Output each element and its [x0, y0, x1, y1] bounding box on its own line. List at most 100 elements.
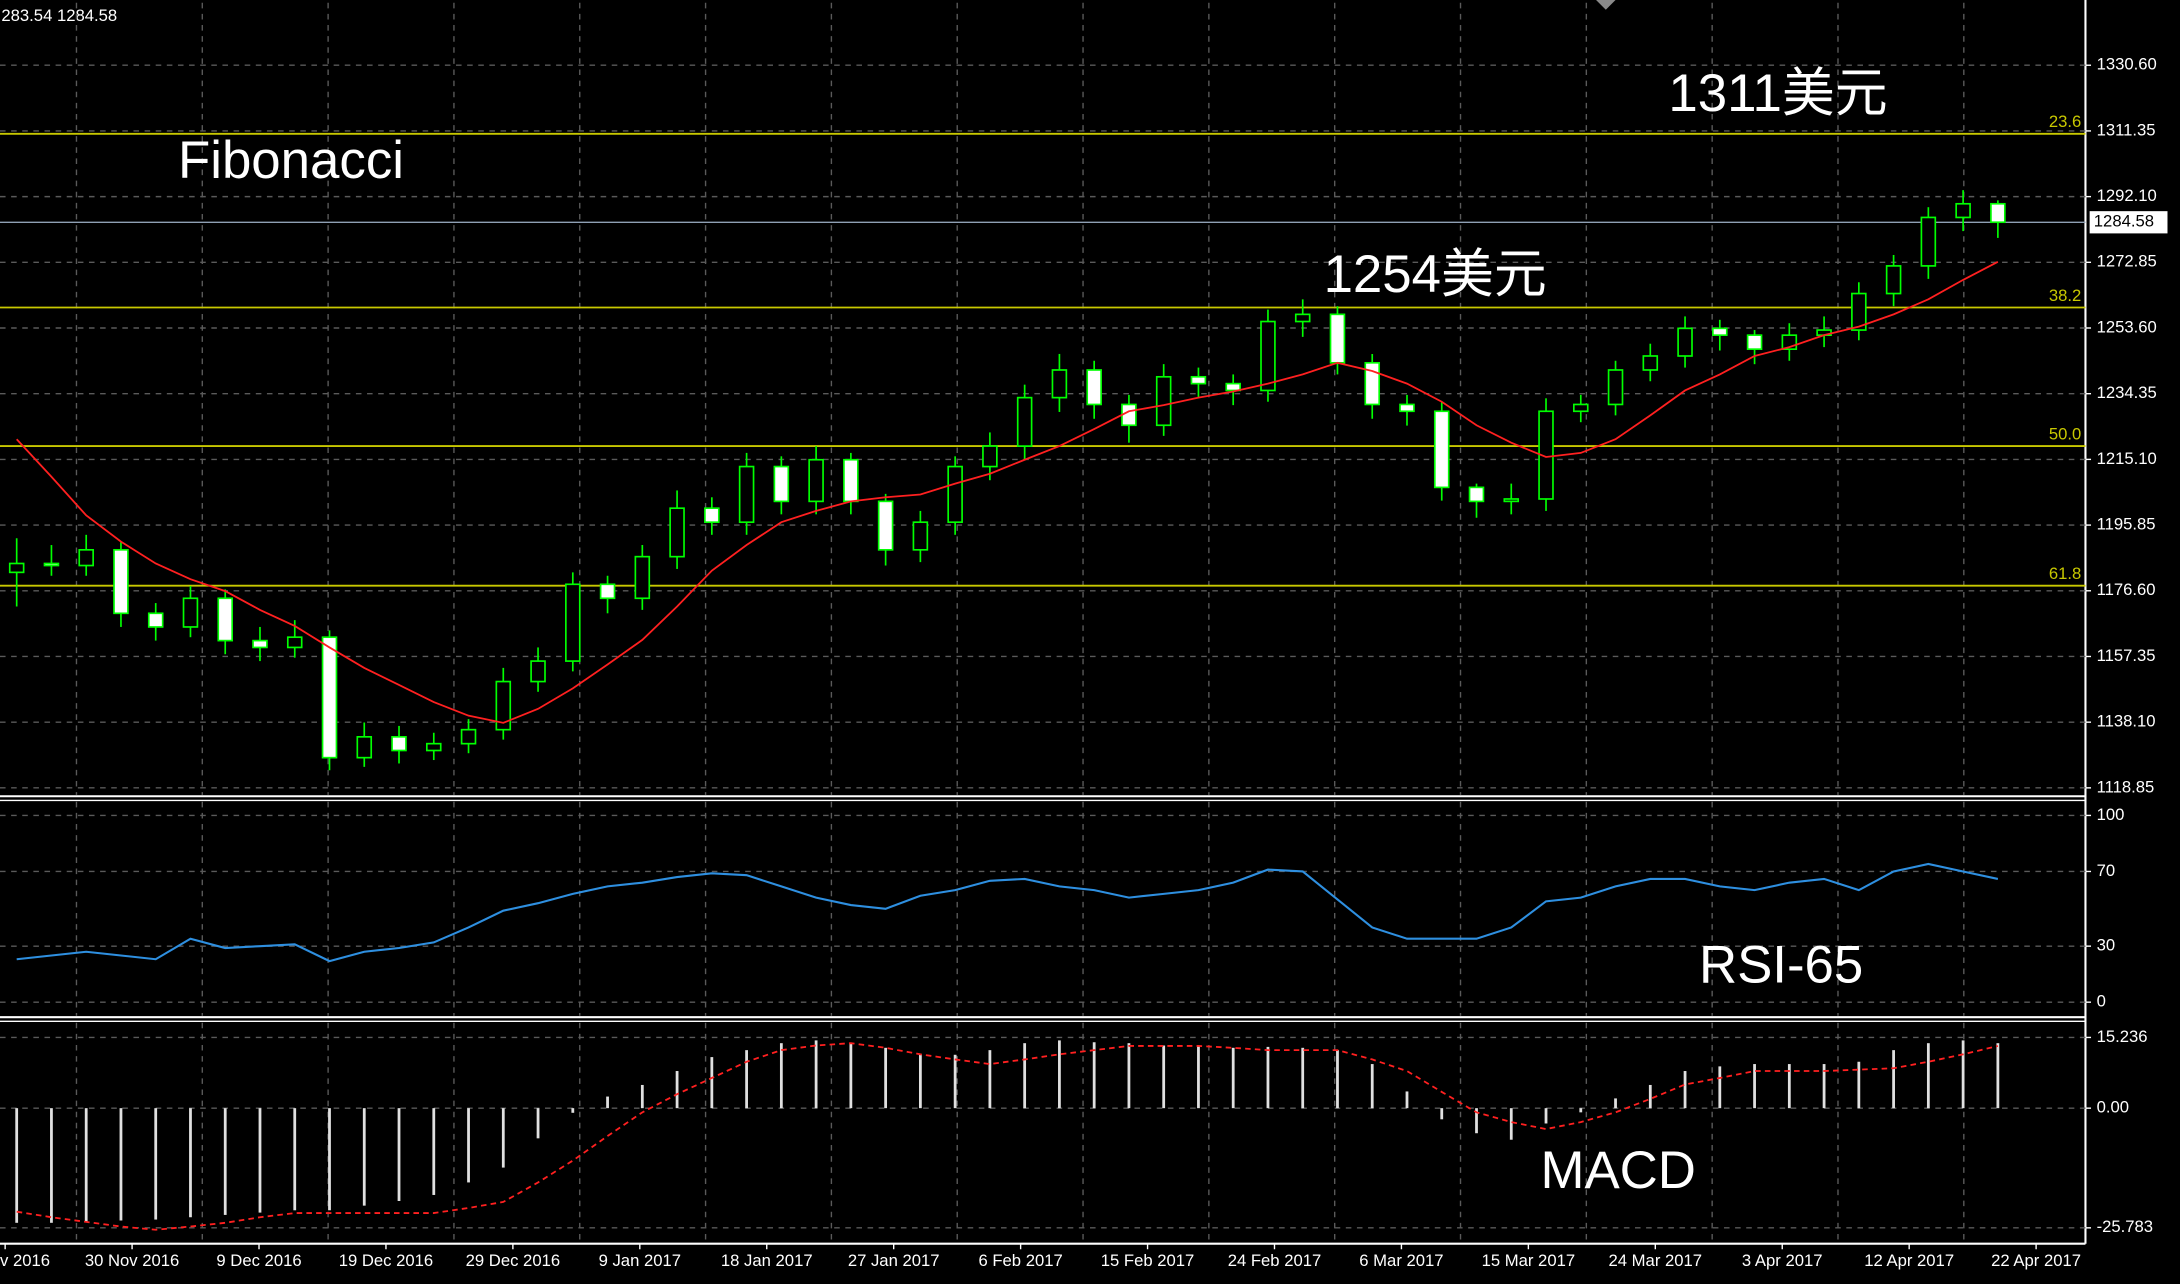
x-tick-label: 24 Mar 2017 [1609, 1251, 1703, 1270]
candle-body [669, 507, 685, 558]
candle-body [947, 465, 963, 524]
candle-body [912, 521, 929, 551]
x-tick-label: 6 Feb 2017 [978, 1251, 1062, 1270]
macd-bar [1683, 1071, 1687, 1109]
macd-bar [1926, 1043, 1930, 1109]
macd-bar [1579, 1108, 1583, 1113]
candle-body [182, 597, 199, 628]
macd-bar [1718, 1066, 1722, 1109]
candle-body [1086, 369, 1102, 406]
macd-bar [1370, 1064, 1374, 1109]
candle-body [773, 465, 790, 503]
macd-bar [501, 1108, 505, 1168]
rsi-line [16, 862, 1999, 963]
candle-body [1016, 396, 1033, 447]
candle-body [1190, 375, 1207, 385]
candle-body [425, 742, 442, 752]
candle-body [843, 458, 859, 503]
macd-bar [293, 1108, 297, 1211]
macd-bar [1475, 1108, 1478, 1134]
candle-body [982, 445, 998, 468]
macd-bar [397, 1108, 401, 1201]
candle-body [1260, 320, 1276, 392]
header-text: 283.54 1284.58 [1, 6, 117, 25]
candle-body [147, 612, 164, 628]
candle-body [217, 597, 234, 642]
candle-body [1851, 292, 1867, 331]
fib-label: 23.6 [2049, 112, 2081, 131]
x-tick-label: 3 Apr 2017 [1742, 1251, 1823, 1270]
y-tick-label: 1253.60 [2097, 317, 2157, 336]
scroll-marker [1596, 0, 1616, 10]
macd-bar [1336, 1050, 1339, 1109]
y-tick-label: 1157.35 [2097, 646, 2156, 665]
macd-bar [536, 1108, 540, 1139]
annotation: MACD [1540, 1141, 1695, 1200]
macd-bar [258, 1108, 262, 1213]
y-tick-label: 1330.60 [2097, 55, 2157, 74]
macd-bar [223, 1108, 227, 1215]
x-tick-label: 22 Apr 2017 [1991, 1251, 2081, 1270]
macd-bar [15, 1108, 19, 1223]
candle-body [1225, 382, 1241, 392]
candle-body [634, 555, 651, 600]
candle-body [321, 636, 338, 759]
x-tick-label: 29 Dec 2016 [466, 1251, 560, 1270]
candle-body [356, 736, 373, 759]
macd-bar [571, 1108, 575, 1113]
candle-body [495, 680, 512, 731]
y-tick-label: 1176.60 [2097, 580, 2156, 599]
candle-body [1503, 498, 1520, 503]
annotation: Fibonacci [178, 131, 404, 190]
candle-body [530, 660, 546, 683]
macd-bar [328, 1108, 331, 1211]
candle-body [78, 548, 94, 567]
signal-line [16, 1042, 1999, 1231]
macd-bar [1092, 1042, 1096, 1109]
macd-bar [1509, 1108, 1513, 1140]
macd-bar [189, 1108, 192, 1218]
x-tick-label: 30 Nov 2016 [85, 1251, 179, 1270]
macd-bar [1127, 1043, 1131, 1109]
annotation: RSI-65 [1699, 936, 1863, 995]
macd-bar [50, 1108, 53, 1223]
macd-bar [884, 1047, 888, 1109]
candle-body [8, 562, 25, 574]
x-tick-label: 19 Dec 2016 [339, 1251, 433, 1270]
macd-bar [154, 1108, 158, 1220]
candle-body [1433, 410, 1450, 489]
y-tick-label: 1234.35 [2097, 383, 2157, 402]
macd-bar [988, 1050, 992, 1109]
macd-bar [1440, 1108, 1444, 1120]
candle-body [391, 736, 407, 752]
annotation: 1254美元 [1324, 245, 1547, 304]
candle-body [43, 562, 60, 567]
y-tick-label: 1118.85 [2097, 777, 2155, 796]
macd-bar [1753, 1064, 1756, 1109]
y-tick-label: 0 [2097, 992, 2106, 1011]
candle-body [252, 639, 268, 649]
y-tick-label: -25.783 [2097, 1217, 2154, 1236]
candle-body [1990, 202, 2006, 224]
candle-body [1399, 403, 1415, 413]
macd-bar [710, 1057, 714, 1109]
x-tick-label: v 2016 [0, 1251, 50, 1270]
x-tick-label: 27 Jan 2017 [848, 1251, 940, 1270]
macd-bar [814, 1040, 818, 1109]
x-tick-label: 15 Mar 2017 [1482, 1251, 1576, 1270]
candle-body [1155, 375, 1172, 427]
y-tick-label: 1138.10 [2097, 712, 2156, 731]
y-tick-label: 1195.85 [2097, 514, 2156, 533]
x-tick-label: 12 Apr 2017 [1864, 1251, 1954, 1270]
macd-bar [606, 1096, 609, 1109]
x-tick-label: 15 Feb 2017 [1101, 1251, 1195, 1270]
fib-label: 61.8 [2049, 564, 2081, 583]
y-tick-label: 100 [2097, 805, 2125, 824]
candle-body [1538, 410, 1554, 500]
moving-average [16, 260, 1999, 724]
candle-body [1920, 216, 1937, 267]
current-price-box [2089, 211, 2168, 234]
y-tick-label: 1311.35 [2097, 120, 2156, 139]
y-tick-label: 1292.10 [2097, 186, 2157, 205]
